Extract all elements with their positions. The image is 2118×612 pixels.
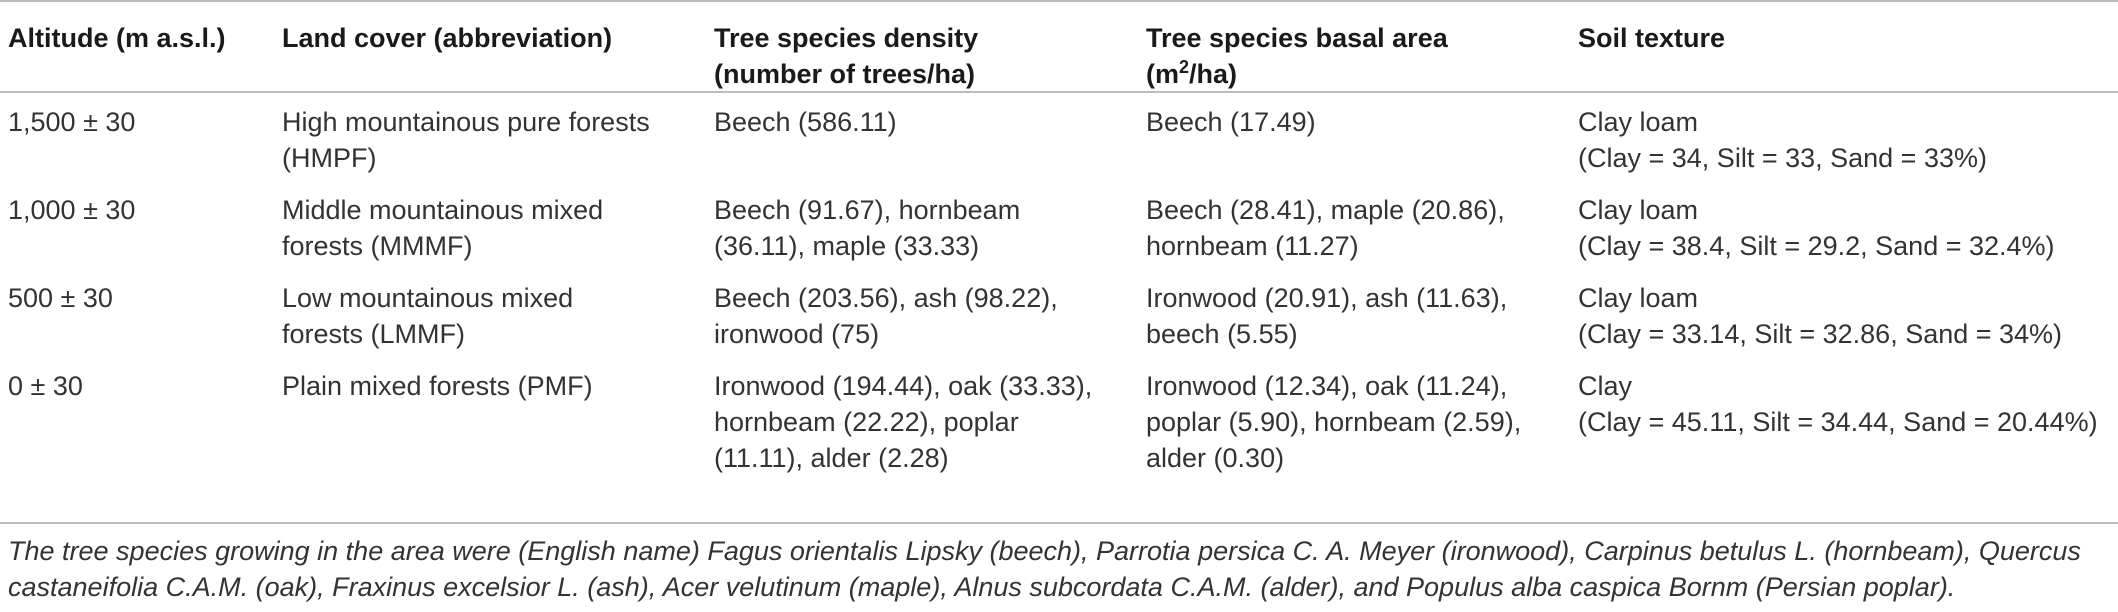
cell-density-line: Beech (91.67), hornbeam <box>714 195 1021 225</box>
header-rule <box>0 91 2118 93</box>
table-row: 0 ± 30 Plain mixed forests (PMF) Ironwoo… <box>0 356 2118 481</box>
cell-land-cover-line: Plain mixed forests (PMF) <box>282 371 593 401</box>
data-table: Altitude (m a.s.l.) Land cover (abbrevia… <box>0 2 2118 481</box>
cell-land-cover: Middle mountainous mixed forests (MMMF) <box>282 180 714 268</box>
header-soil: Soil texture <box>1578 2 2118 92</box>
header-density-line2: (number of trees/ha) <box>714 59 976 89</box>
cell-density-line: (36.11), maple (33.33) <box>714 231 980 261</box>
cell-altitude-text: 500 ± 30 <box>8 283 113 313</box>
cell-density: Beech (586.11) <box>714 92 1146 180</box>
header-basal-line1: Tree species basal area <box>1146 23 1448 53</box>
footnote-line: castaneifolia C.A.M. (oak), Fraxinus exc… <box>8 572 1956 602</box>
header-land-cover: Land cover (abbreviation) <box>282 2 714 92</box>
footnote-line: The tree species growing in the area wer… <box>8 536 2081 566</box>
cell-soil-line: (Clay = 38.4, Silt = 29.2, Sand = 32.4%) <box>1578 231 2055 261</box>
table-row: 1,000 ± 30 Middle mountainous mixed fores… <box>0 180 2118 268</box>
cell-altitude: 0 ± 30 <box>0 356 282 481</box>
cell-soil: Clay loam (Clay = 38.4, Silt = 29.2, Sand… <box>1578 180 2118 268</box>
table-row: 1,500 ± 30 High mountainous pure forests… <box>0 92 2118 180</box>
cell-altitude: 1,500 ± 30 <box>0 92 282 180</box>
top-rule <box>0 0 2118 2</box>
header-basal-area: Tree species basal area (m2/ha) <box>1146 2 1578 92</box>
cell-land-cover-line: Middle mountainous mixed <box>282 195 604 225</box>
cell-soil-line: Clay loam <box>1578 107 1699 137</box>
cell-soil-line: (Clay = 45.11, Silt = 34.44, Sand = 20.4… <box>1578 407 2098 437</box>
table-footnote: The tree species growing in the area wer… <box>8 533 2108 605</box>
header-altitude-text: Altitude (m a.s.l.) <box>8 23 226 53</box>
cell-soil: Clay (Clay = 45.11, Silt = 34.44, Sand = … <box>1578 356 2118 481</box>
cell-land-cover-line: (HMPF) <box>282 143 377 173</box>
cell-land-cover-line: forests (MMMF) <box>282 231 473 261</box>
cell-altitude: 1,000 ± 30 <box>0 180 282 268</box>
header-altitude: Altitude (m a.s.l.) <box>0 2 282 92</box>
cell-basal-line: poplar (5.90), hornbeam (2.59), <box>1146 407 1522 437</box>
cell-altitude: 500 ± 30 <box>0 268 282 356</box>
cell-basal-line: beech (5.55) <box>1146 319 1298 349</box>
cell-basal-area: Ironwood (20.91), ash (11.63), beech (5.5… <box>1146 268 1578 356</box>
header-basal-unit-pre: (m <box>1146 59 1179 89</box>
cell-soil-line: Clay loam <box>1578 195 1699 225</box>
cell-basal-area: Beech (17.49) <box>1146 92 1578 180</box>
bottom-rule <box>0 522 2118 524</box>
cell-density: Beech (91.67), hornbeam (36.11), maple (3… <box>714 180 1146 268</box>
cell-soil-line: (Clay = 34, Silt = 33, Sand = 33%) <box>1578 143 1987 173</box>
cell-density-line: ironwood (75) <box>714 319 880 349</box>
cell-soil-line: Clay loam <box>1578 283 1699 313</box>
cell-altitude-text: 1,500 ± 30 <box>8 107 136 137</box>
cell-density-line: Ironwood (194.44), oak (33.33), <box>714 371 1093 401</box>
cell-land-cover: High mountainous pure forests (HMPF) <box>282 92 714 180</box>
header-basal-line2: (m2/ha) <box>1146 56 1578 92</box>
cell-land-cover-line: Low mountainous mixed <box>282 283 574 313</box>
cell-density: Beech (203.56), ash (98.22), ironwood (75… <box>714 268 1146 356</box>
cell-altitude-text: 0 ± 30 <box>8 371 83 401</box>
header-basal-unit-sup: 2 <box>1179 57 1190 77</box>
cell-basal-line: Beech (28.41), maple (20.86), <box>1146 195 1505 225</box>
header-soil-text: Soil texture <box>1578 23 1726 53</box>
cell-basal-line: alder (0.30) <box>1146 443 1285 473</box>
cell-basal-line: Ironwood (12.34), oak (11.24), <box>1146 371 1508 401</box>
cell-density-line: Beech (203.56), ash (98.22), <box>714 283 1058 313</box>
cell-density-line: Beech (586.11) <box>714 107 897 137</box>
cell-density: Ironwood (194.44), oak (33.33), hornbeam … <box>714 356 1146 481</box>
header-basal-unit-post: /ha) <box>1189 59 1238 89</box>
table-row: 500 ± 30 Low mountainous mixed forests (L… <box>0 268 2118 356</box>
cell-altitude-text: 1,000 ± 30 <box>8 195 136 225</box>
cell-land-cover: Low mountainous mixed forests (LMMF) <box>282 268 714 356</box>
header-density-line1: Tree species density <box>714 23 979 53</box>
cell-density-line: (11.11), alder (2.28) <box>714 443 949 473</box>
header-land-cover-text: Land cover (abbreviation) <box>282 23 613 53</box>
header-density: Tree species density (number of trees/ha… <box>714 2 1146 92</box>
cell-basal-area: Ironwood (12.34), oak (11.24), poplar (5.… <box>1146 356 1578 481</box>
cell-soil: Clay loam (Clay = 34, Silt = 33, Sand = 3… <box>1578 92 2118 180</box>
cell-basal-area: Beech (28.41), maple (20.86), hornbeam (1… <box>1146 180 1578 268</box>
cell-land-cover-line: forests (LMMF) <box>282 319 466 349</box>
cell-density-line: hornbeam (22.22), poplar <box>714 407 1019 437</box>
cell-soil-line: Clay <box>1578 371 1633 401</box>
cell-soil-line: (Clay = 33.14, Silt = 32.86, Sand = 34%) <box>1578 319 2063 349</box>
cell-land-cover: Plain mixed forests (PMF) <box>282 356 714 481</box>
cell-land-cover-line: High mountainous pure forests <box>282 107 650 137</box>
cell-basal-line: Ironwood (20.91), ash (11.63), <box>1146 283 1508 313</box>
cell-soil: Clay loam (Clay = 33.14, Silt = 32.86, Sa… <box>1578 268 2118 356</box>
header-row: Altitude (m a.s.l.) Land cover (abbrevia… <box>0 2 2118 92</box>
cell-basal-line: hornbeam (11.27) <box>1146 231 1359 261</box>
cell-basal-line: Beech (17.49) <box>1146 107 1316 137</box>
